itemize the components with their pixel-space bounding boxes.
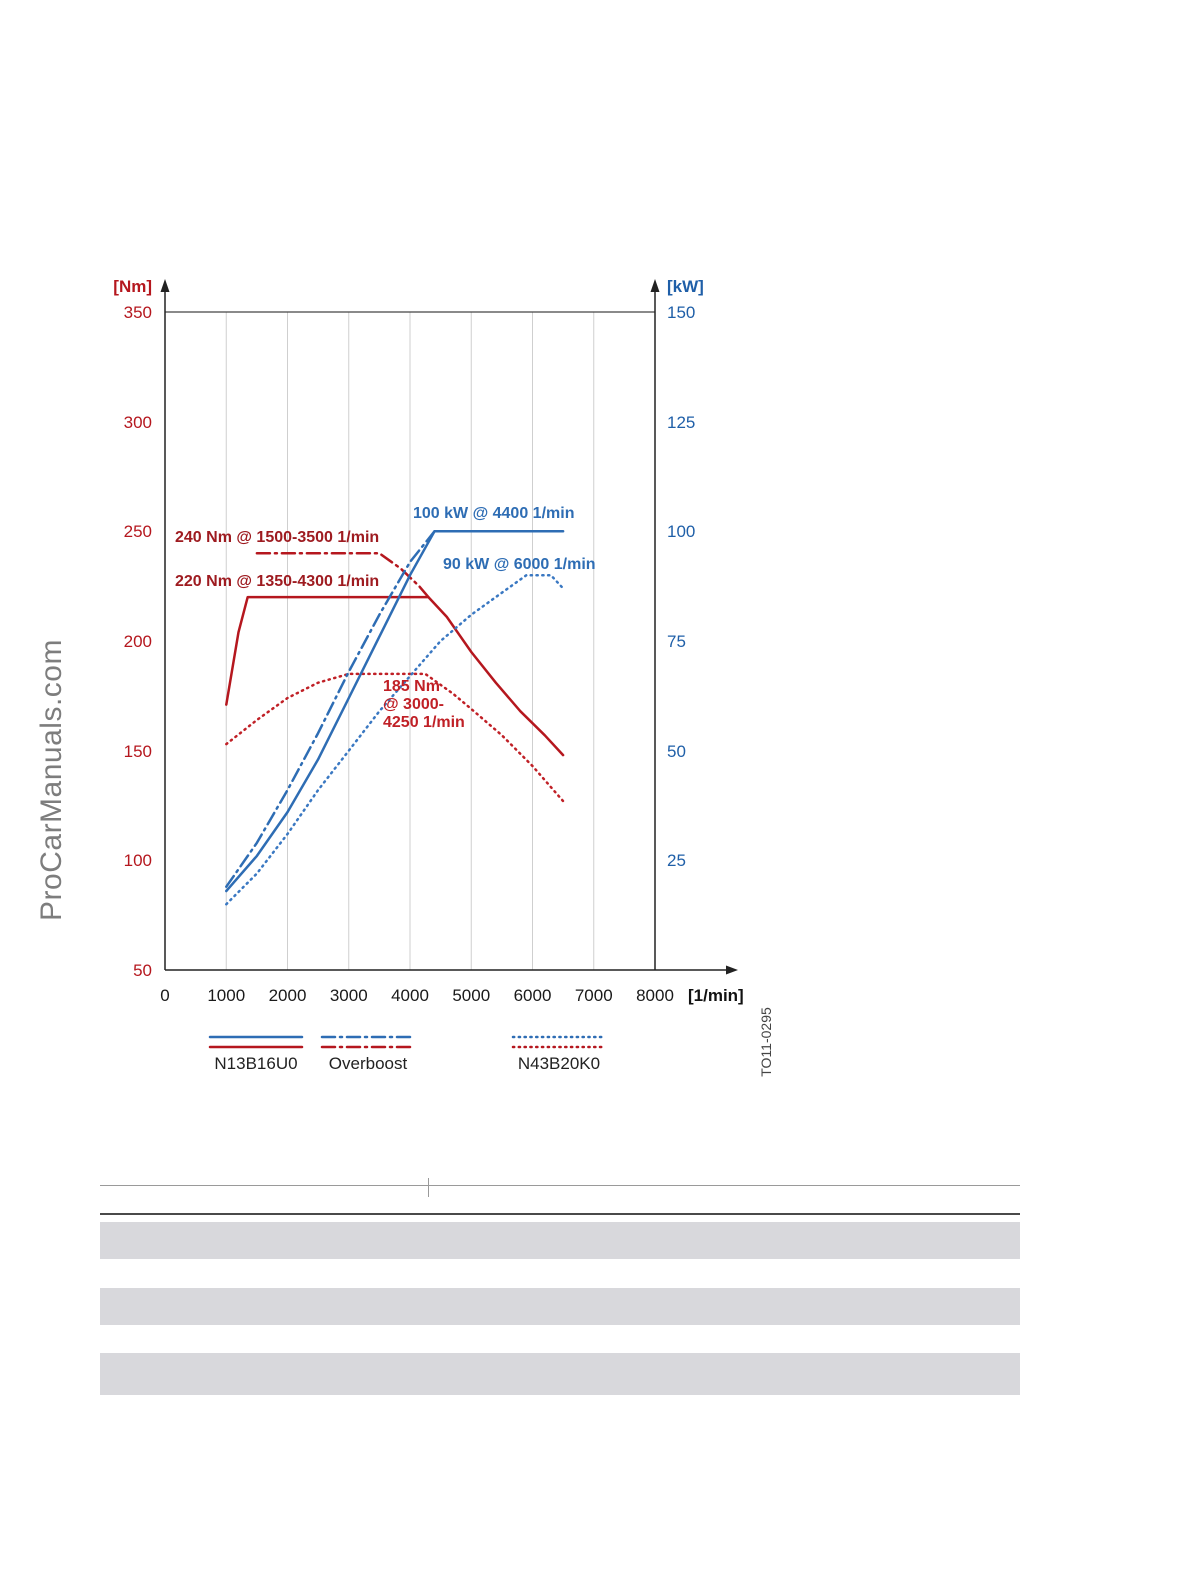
x-tick-label: 3000: [329, 986, 368, 1005]
legend-label: Overboost: [328, 1054, 408, 1073]
legend-label: N43B20K0: [517, 1054, 601, 1073]
x-tick-label: 4000: [391, 986, 429, 1005]
y-left-tick-label: 100: [123, 851, 152, 871]
table-top-rule: [100, 1185, 1020, 1186]
x-axis-arrow: [726, 965, 738, 975]
series-n43b20k0-power: [225, 573, 565, 906]
figure-code: TO11-0295: [758, 1007, 774, 1077]
y-right-axis-unit: [kW]: [667, 277, 704, 296]
y-right-axis-arrow: [650, 279, 660, 292]
series-n13b16u0-torque: [225, 595, 565, 757]
y-left-tick-label: 250: [123, 522, 152, 542]
table-header-rule: [100, 1213, 1020, 1215]
x-tick-label: 6000: [513, 986, 552, 1005]
x-tick-label: 1000: [207, 986, 246, 1005]
series-n13b16u0-power: [225, 530, 565, 893]
x-tick-label: 2000: [268, 986, 307, 1005]
y-left-tick-label: 350: [123, 303, 152, 322]
y-left-tick-label: 200: [123, 632, 152, 651]
table-column-divider: [428, 1178, 429, 1197]
x-tick-label: 0: [160, 986, 170, 1005]
x-tick-label: 8000: [636, 986, 674, 1005]
x-tick-label: 5000: [452, 986, 491, 1005]
y-right-tick-label: 125: [667, 412, 696, 432]
table-row: [100, 1222, 1020, 1259]
table-row: [100, 1288, 1020, 1325]
series-overboost-torque: [255, 552, 430, 599]
annotation: 240 Nm @ 1500-3500 1/min: [175, 529, 380, 546]
y-right-tick-label: 25: [667, 851, 686, 871]
annotation: 220 Nm @ 1350-4300 1/min: [175, 573, 380, 590]
x-axis-unit: [1/min]: [688, 986, 744, 1005]
x-tick-label: 7000: [574, 986, 613, 1005]
series-overboost-power: [225, 530, 436, 888]
y-right-tick-label: 150: [667, 303, 696, 322]
y-right-tick-label: 75: [667, 632, 686, 651]
annotation: 90 kW @ 6000 1/min: [443, 556, 596, 573]
annotation: 100 kW @ 4400 1/min: [413, 505, 575, 522]
y-left-axis-arrow: [160, 279, 170, 292]
annotation: 185 Nm @ 3000- 4250 1/min: [383, 678, 465, 731]
legend-label: N13B16U0: [214, 1054, 298, 1073]
y-left-tick-label: 300: [123, 412, 152, 432]
y-left-axis-unit: [Nm]: [113, 277, 152, 296]
y-right-tick-label: 50: [667, 741, 686, 761]
y-left-tick-label: 50: [133, 961, 152, 980]
y-right-tick-label: 100: [667, 522, 696, 542]
series-n43b20k0-torque: [225, 672, 565, 803]
table-row: [100, 1353, 1020, 1395]
y-left-tick-label: 150: [123, 741, 152, 761]
